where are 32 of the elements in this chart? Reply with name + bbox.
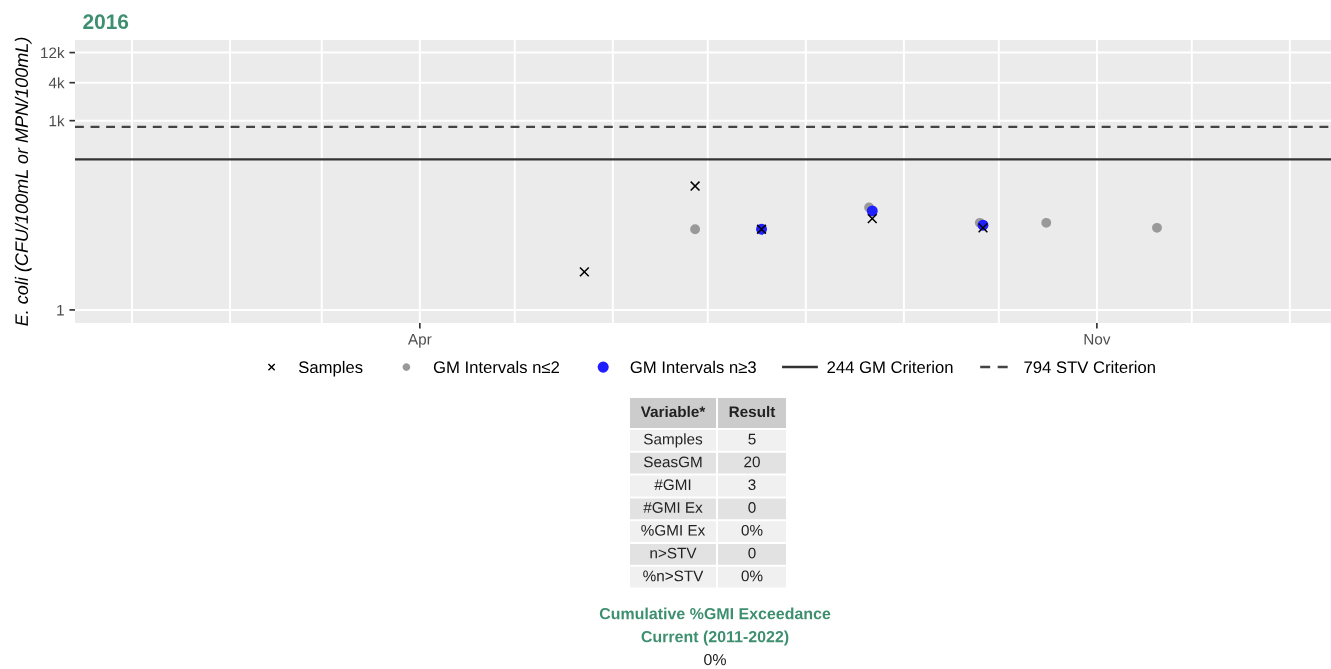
text: Result	[729, 405, 776, 418]
text: Current (2011-2022)	[641, 630, 789, 646]
text: 0%	[741, 524, 763, 536]
text: n>STV	[650, 547, 697, 559]
text: 0%	[741, 570, 763, 582]
x-tick-label: Apr	[407, 333, 432, 348]
legend-label: GM Intervals n≥3	[630, 360, 756, 374]
legend-label: 244 GM Criterion	[827, 360, 953, 374]
text: 0%	[704, 653, 726, 666]
legend-label: GM Intervals n≤2	[433, 360, 560, 374]
text: Samples	[643, 433, 703, 448]
text: 0	[748, 547, 756, 559]
y-tick-label: 1	[57, 304, 64, 316]
text: #GMI	[654, 479, 691, 491]
text: Variable*	[640, 405, 706, 418]
y-tick-label: 1k	[49, 115, 65, 127]
legend-label: 794 STV Criterion	[1024, 360, 1155, 374]
text: 20	[744, 456, 760, 468]
text: %GMI Ex	[641, 524, 706, 536]
text: 5	[748, 433, 756, 445]
text: Cumulative %GMI Exceedance	[599, 607, 831, 620]
y-tick-label: 4k	[48, 77, 65, 89]
y-axis-title: E. coli (CFU/100mL or MPN/100mL)	[14, 37, 32, 326]
text: SeasGM	[643, 456, 702, 468]
text: 0	[748, 502, 756, 513]
text: %n>STV	[643, 570, 704, 582]
y-tick-label: 12k	[41, 47, 65, 59]
chart-title: 2016	[83, 14, 129, 30]
legend-label: Samples	[298, 360, 363, 377]
text: 3	[748, 479, 756, 491]
text: #GMI Ex	[643, 502, 703, 513]
x-tick-label: Nov	[1084, 333, 1111, 345]
